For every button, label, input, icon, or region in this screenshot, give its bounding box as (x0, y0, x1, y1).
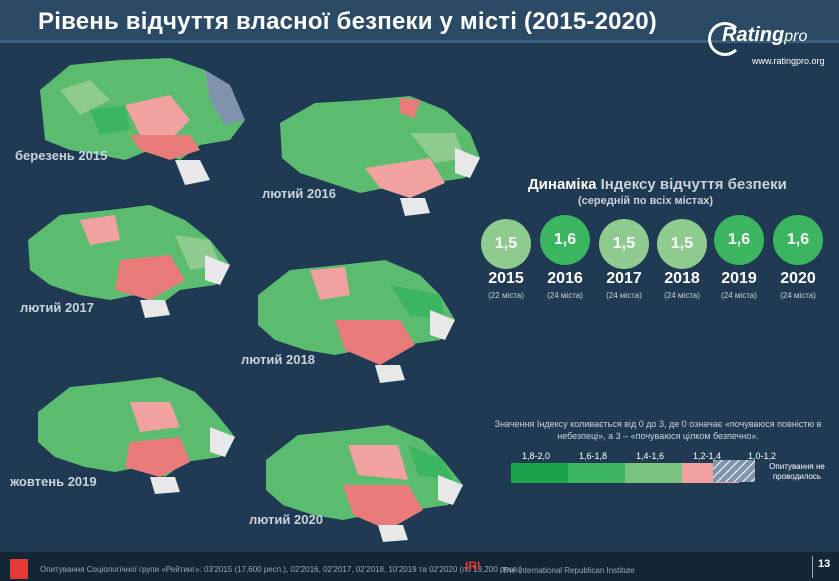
rating-footer-logo-icon (10, 559, 28, 579)
cities-2016: (24 міста) (547, 291, 583, 300)
legend-swatch-3 (625, 463, 682, 483)
rating-logo-icon (708, 22, 742, 56)
dynamics-circle-2015: 1,5 (481, 219, 531, 269)
dynamics-circle-2020: 1,6 (773, 215, 823, 265)
legend-na-label: Опитування не проводилось (769, 462, 825, 481)
header-bar (0, 0, 839, 43)
header-underline (0, 40, 839, 43)
cities-2020: (24 міста) (780, 291, 816, 300)
map-2019 (38, 377, 235, 494)
iri-logo: IRI (465, 559, 481, 573)
cities-2017: (24 міста) (606, 291, 642, 300)
index-note: Значення Індексу коливається від 0 до 3,… (494, 419, 822, 441)
cities-2018: (24 міста) (664, 291, 700, 300)
legend-label-2: 1,6-1,8 (578, 451, 608, 461)
legend-label-5: 1,0-1,2 (747, 451, 777, 461)
map-2016 (280, 96, 480, 216)
dynamics-title: Динаміка Індексу відчуття безпеки (528, 176, 787, 193)
year-2020: 2020 (780, 270, 816, 287)
year-2019: 2019 (721, 270, 757, 287)
legend-label-4: 1,2-1,4 (692, 451, 722, 461)
footer-source-text: Опитування Соціологічної групи «Рейтинг»… (40, 565, 523, 574)
cities-2019: (24 міста) (721, 291, 757, 300)
rating-logo[interactable]: Ratingpro (722, 24, 808, 46)
map-caption-2019: жовтень 2019 (10, 474, 97, 489)
year-2015: 2015 (488, 270, 524, 287)
page-number: 13 (818, 558, 831, 570)
map-caption-2018: лютий 2018 (241, 352, 315, 367)
year-2016: 2016 (547, 270, 583, 287)
map-2015 (40, 58, 245, 185)
dynamics-circle-2018: 1,5 (657, 219, 707, 269)
page-divider (812, 556, 813, 578)
cities-2015: (22 міста) (488, 291, 524, 300)
map-2018 (258, 260, 455, 383)
logo-url[interactable]: www.ratingpro.org (752, 56, 825, 66)
map-caption-2020: лютий 2020 (249, 512, 323, 527)
year-2018: 2018 (664, 270, 700, 287)
legend-swatch-1 (511, 463, 568, 483)
iri-name: The International Republican Institute (502, 566, 635, 575)
footer-bar (0, 552, 839, 581)
map-2020 (266, 425, 463, 542)
year-2017: 2017 (606, 270, 642, 287)
dynamics-circle-2017: 1,5 (599, 219, 649, 269)
map-caption-2016: лютий 2016 (262, 186, 336, 201)
map-2017 (28, 205, 230, 318)
legend-label-1: 1,8-2,0 (521, 451, 551, 461)
legend-swatch-2 (568, 463, 625, 483)
dynamics-subtitle: (середній по всіх містах) (578, 195, 714, 207)
legend-label-3: 1,4-1,6 (635, 451, 665, 461)
legend-swatch-na (713, 460, 755, 482)
map-caption-2017: лютий 2017 (20, 300, 94, 315)
dynamics-circle-2019: 1,6 (714, 215, 764, 265)
page-title: Рівень відчуття власної безпеки у місті … (38, 8, 657, 35)
dynamics-circle-2016: 1,6 (540, 215, 590, 265)
map-caption-2015: березень 2015 (15, 148, 108, 163)
